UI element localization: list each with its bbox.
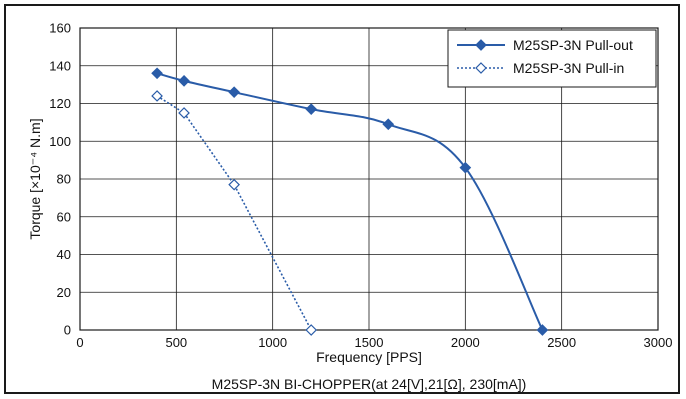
series-pull-out (151, 67, 549, 336)
series-line (156, 95, 312, 331)
x-tick-label: 1500 (355, 335, 384, 350)
legend-label: M25SP-3N Pull-out (513, 37, 633, 53)
x-axis-title: Frequency [PPS] (316, 349, 422, 365)
series-pull-in (151, 90, 318, 336)
grid-lines (80, 28, 658, 330)
data-point (228, 178, 240, 191)
y-tick-label: 160 (49, 21, 71, 36)
data-point (178, 107, 190, 119)
x-tick-label: 2500 (547, 335, 576, 350)
legend: M25SP-3N Pull-out M25SP-3N Pull-in (447, 29, 657, 88)
data-point (305, 103, 318, 116)
data-point (382, 118, 395, 131)
x-tick-label: 500 (165, 335, 187, 350)
legend-entry: M25SP-3N Pull-in (457, 60, 624, 76)
y-tick-label: 0 (64, 323, 71, 338)
data-point (536, 324, 549, 336)
plot-border (79, 27, 659, 331)
y-tick-label: 140 (49, 58, 71, 73)
legend-label: M25SP-3N Pull-in (513, 60, 624, 76)
y-tick-label: 120 (49, 96, 71, 111)
series-group (151, 67, 549, 336)
y-axis-title: Torque [×10⁻⁴ N.m] (27, 118, 43, 239)
data-point (459, 161, 472, 174)
x-tick-label: 1000 (258, 335, 287, 350)
legend-box (447, 29, 657, 88)
y-tick-label: 100 (49, 134, 71, 149)
chart-caption: M25SP-3N BI-CHOPPER(at 24[V],21[Ω], 230[… (212, 376, 527, 392)
data-point (151, 67, 163, 80)
y-axis-ticks: 0 20 40 60 80 100 120 140 160 (49, 21, 71, 338)
legend-marker (475, 39, 487, 51)
legend-marker (475, 62, 487, 74)
legend-entry: M25SP-3N Pull-out (457, 37, 633, 53)
x-axis-ticks: 0 500 1000 1500 2000 2500 3000 (76, 335, 672, 350)
y-tick-label: 60 (57, 209, 71, 224)
x-tick-label: 0 (76, 335, 83, 350)
data-point (228, 86, 240, 99)
y-tick-label: 20 (57, 285, 71, 300)
data-point (305, 324, 318, 336)
x-tick-label: 3000 (644, 335, 673, 350)
x-tick-label: 2000 (451, 335, 480, 350)
y-tick-label: 40 (57, 247, 71, 262)
data-point (178, 75, 190, 87)
data-point (151, 90, 163, 102)
y-tick-label: 80 (57, 172, 71, 187)
